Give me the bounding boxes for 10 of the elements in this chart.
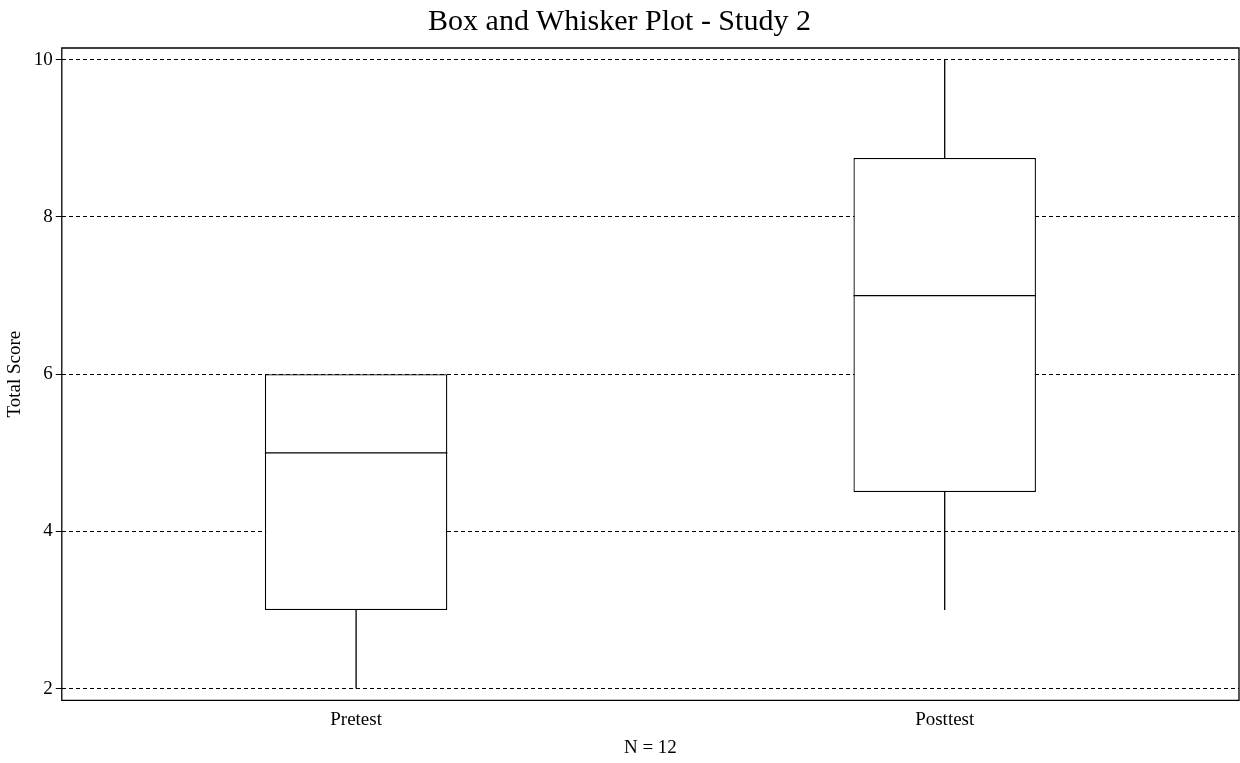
y-tick-label: 4: [43, 519, 54, 541]
y-tick-label: 8: [43, 204, 53, 226]
x-tick-label: Pretest: [330, 707, 383, 729]
y-axis-title: Total Score: [3, 330, 25, 418]
x-tick-label: Posttest: [915, 707, 975, 729]
x-axis-title: N = 12: [623, 735, 677, 757]
y-tick-label: 6: [43, 362, 53, 384]
y-tick-label: 10: [33, 47, 53, 69]
y-tick-label: 2: [43, 676, 53, 698]
chart-title: Box and Whisker Plot - Study 2: [428, 2, 811, 36]
